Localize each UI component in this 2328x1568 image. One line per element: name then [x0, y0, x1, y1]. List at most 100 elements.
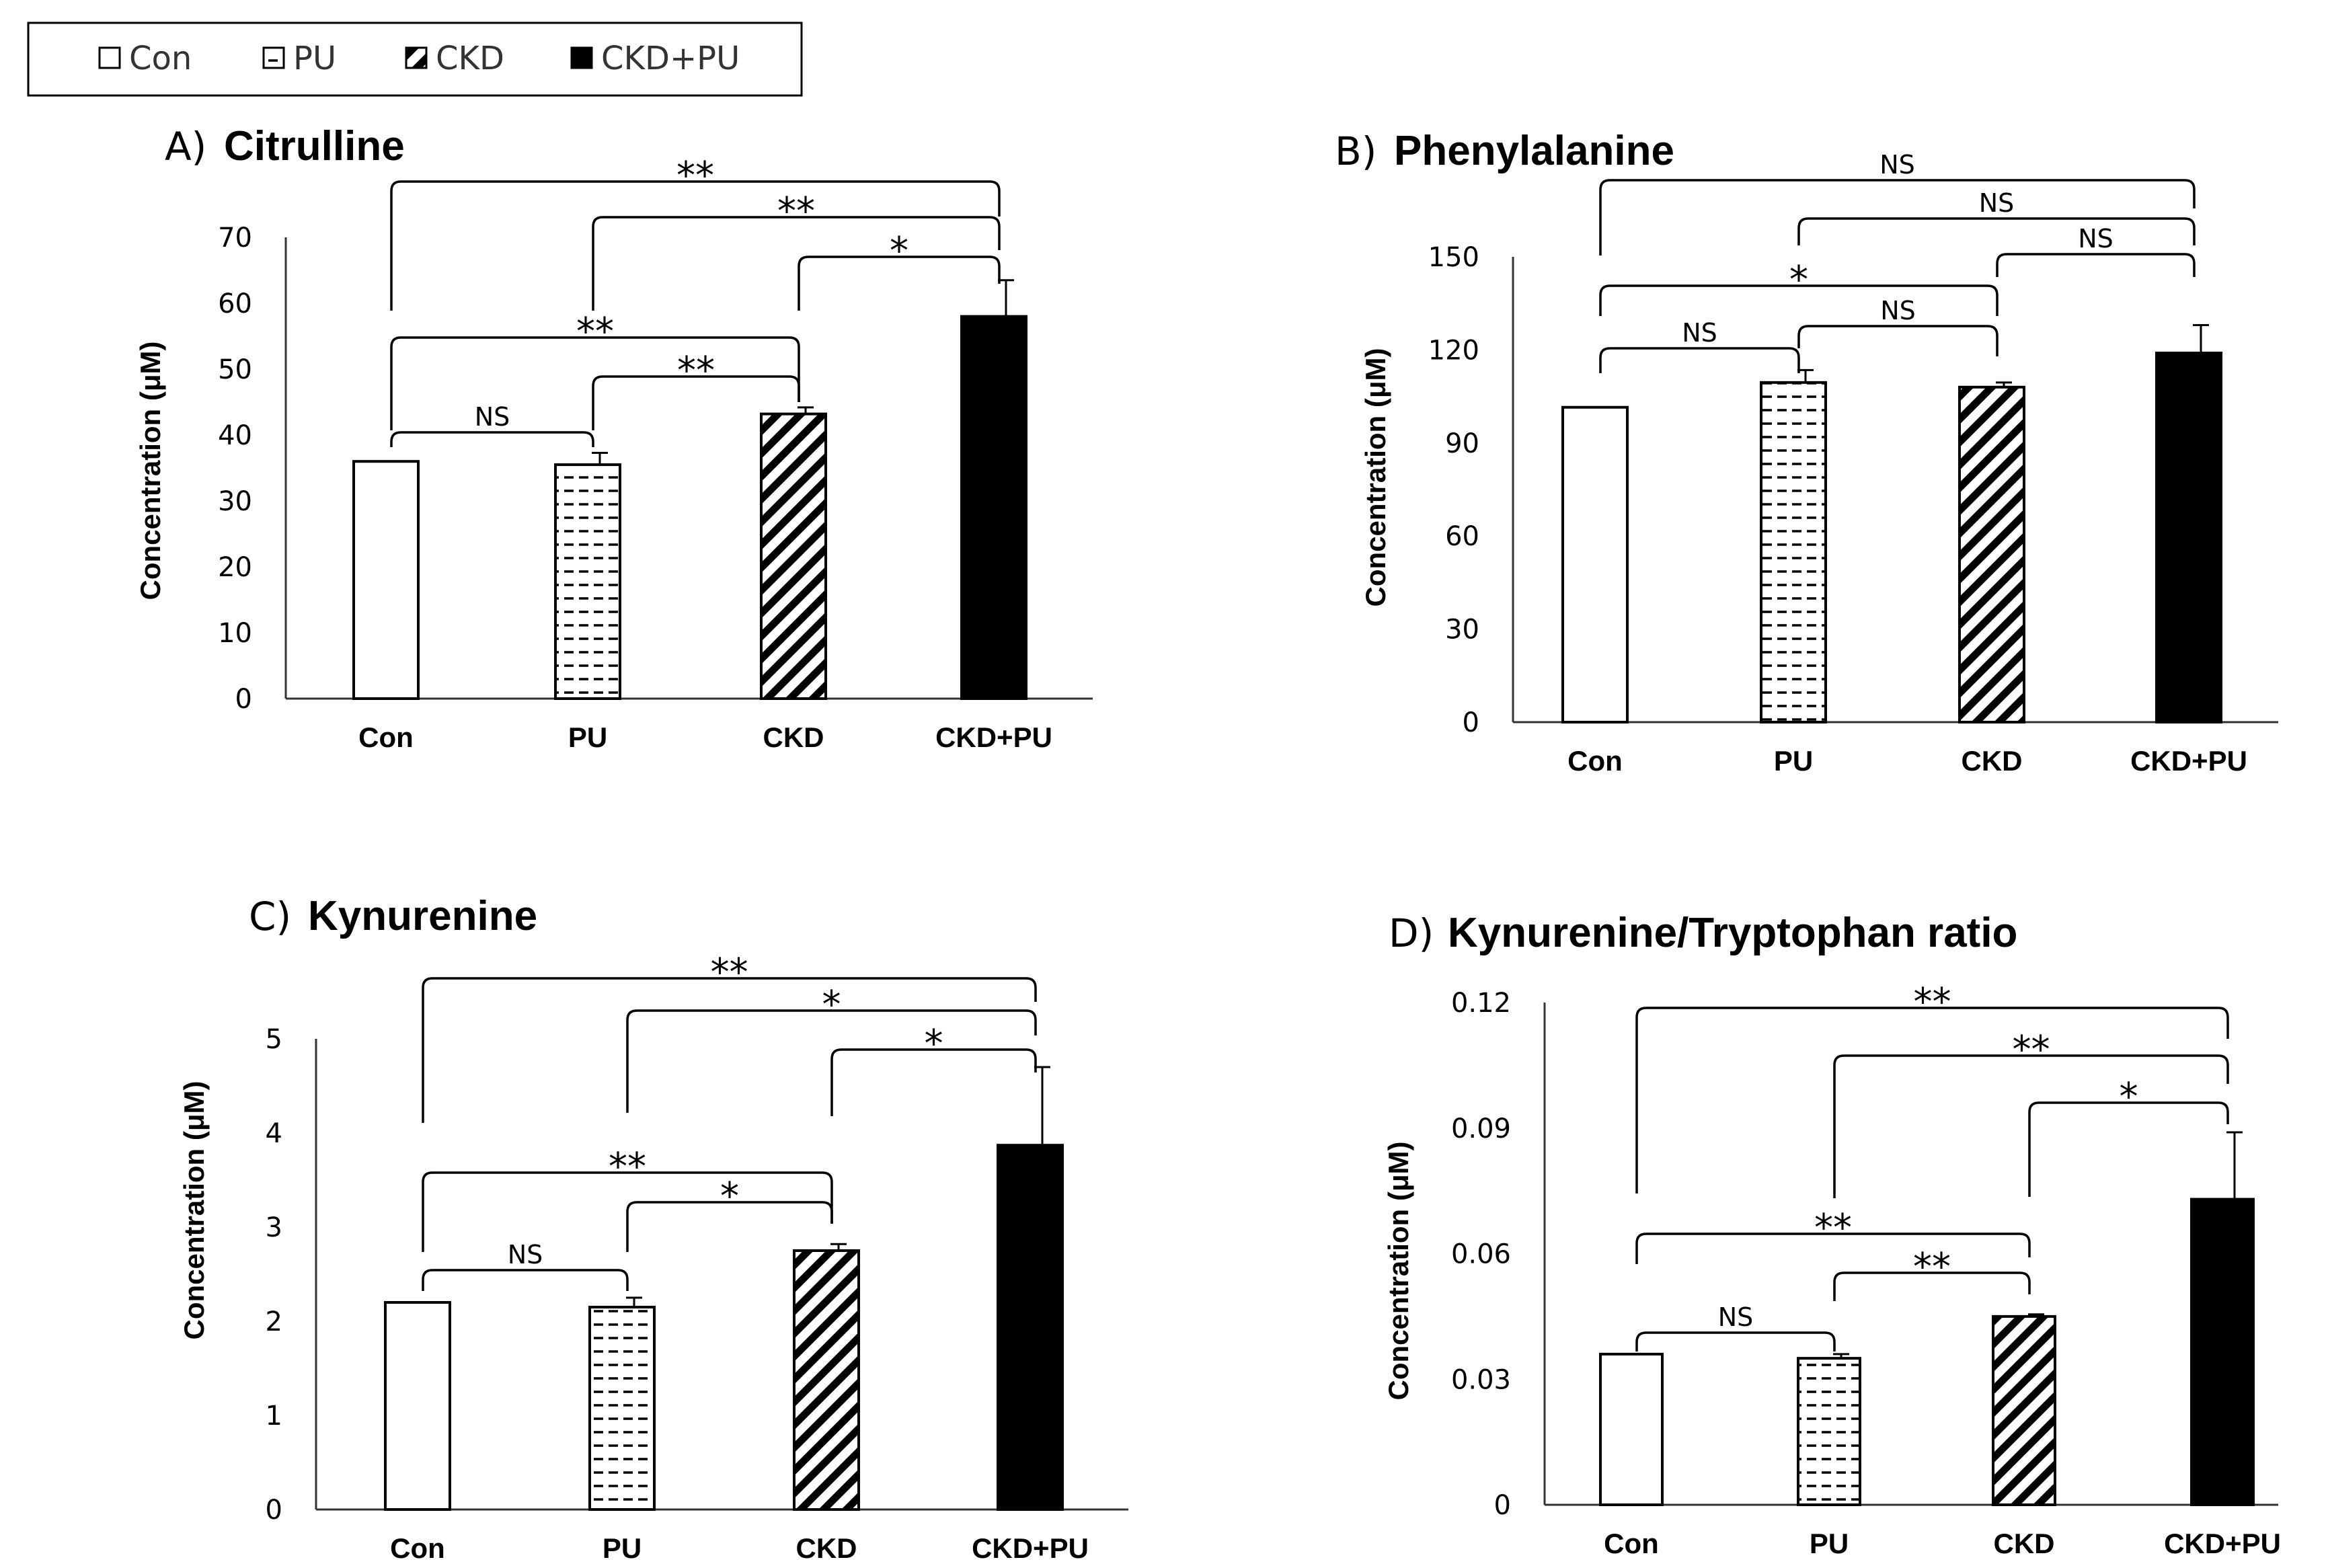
x-tick-label-pu: PU	[603, 1532, 642, 1564]
y-tick-label: 1	[266, 1401, 282, 1432]
x-tick-label-pu: PU	[1810, 1528, 1849, 1559]
bar-pu	[588, 1306, 656, 1511]
bar-ckd	[1992, 1315, 2056, 1506]
x-tick-label-ckd-pu: CKD+PU	[2164, 1528, 2281, 1559]
legend-label-con: Con	[129, 40, 192, 77]
x-tick-label-pu: PU	[568, 721, 607, 753]
panel-kynurenine: C) Kynurenine Concentration (μM) 0 1 2 3 4 5 Con P…	[178, 893, 1128, 1564]
y-axis-label: Concentration (μM)	[1383, 1142, 1414, 1401]
x-tick-label-ckd-pu: CKD+PU	[2130, 745, 2247, 777]
significance-bracket	[1599, 284, 1999, 316]
y-tick-label: 4	[266, 1118, 282, 1149]
x-tick-label-con: Con	[1567, 745, 1623, 777]
legend-swatch-box	[98, 46, 121, 69]
legend-swatch-ckd	[405, 46, 428, 69]
significance-label: *	[822, 983, 841, 1027]
y-tick-label: 0.09	[1451, 1113, 1511, 1144]
legend-swatch-ckd-pu	[570, 46, 593, 69]
bar-pu	[1797, 1357, 1861, 1506]
x-tick-label-ckd: CKD	[796, 1532, 857, 1564]
y-tick-label: 10	[218, 618, 252, 649]
significance-label: NS	[508, 1240, 543, 1269]
significance-bracket	[390, 180, 1001, 311]
y-tick-label: 2	[266, 1306, 282, 1337]
significance-label: *	[925, 1022, 943, 1066]
significance-bracket	[1996, 253, 2196, 277]
significance-label: **	[576, 310, 614, 354]
significance-label: **	[609, 1145, 646, 1189]
y-tick-label: 40	[218, 420, 252, 451]
y-tick-label: 5	[266, 1024, 282, 1055]
significance-bracket	[626, 1009, 1037, 1113]
chart-title: Kynurenine	[308, 893, 537, 939]
y-tick-label: 150	[1428, 242, 1479, 273]
y-tick-label: 30	[1445, 615, 1479, 645]
bar-ckd-pu	[2190, 1198, 2255, 1506]
panel-letter: C)	[249, 894, 291, 939]
y-tick-label: 20	[218, 552, 252, 583]
significance-label: NS	[1718, 1302, 1754, 1332]
y-tick-label: 0.03	[1451, 1364, 1511, 1395]
significance-label: *	[1789, 258, 1808, 302]
bar-pu	[554, 463, 621, 700]
bar-ckd-pu	[2155, 352, 2222, 723]
significance-label: **	[777, 190, 815, 233]
bar-con	[1599, 1352, 1664, 1507]
x-tick-label-ckd: CKD	[1962, 745, 2023, 777]
x-tick-label-con: Con	[390, 1532, 445, 1564]
bar-ckd-pu	[997, 1144, 1064, 1511]
y-tick-label: 3	[266, 1212, 282, 1243]
bar-con	[384, 1301, 451, 1511]
y-tick-label: 30	[218, 486, 252, 517]
y-tick-label: 0.06	[1451, 1239, 1511, 1270]
legend-swatch-box	[262, 46, 285, 69]
x-tick-label-con: Con	[358, 721, 414, 753]
significance-bracket	[1797, 217, 2196, 245]
legend-swatch-box	[405, 46, 428, 69]
significance-bracket	[798, 256, 1001, 311]
bar-ckd-pu	[960, 315, 1027, 701]
significance-bracket	[592, 216, 1001, 311]
legend-label-pu: PU	[293, 40, 336, 77]
significance-label: **	[677, 349, 715, 393]
significance-label: NS	[1880, 296, 1916, 325]
significance-bracket	[422, 1171, 833, 1252]
significance-label: **	[2013, 1028, 2050, 1072]
significance-bracket	[390, 336, 800, 430]
y-tick-label: 120	[1428, 335, 1479, 366]
panel-letter: D)	[1389, 910, 1434, 956]
y-axis-label: Concentration (μM)	[178, 1081, 210, 1340]
significance-bracket	[1635, 1232, 2031, 1264]
significance-bracket	[1635, 1331, 1836, 1351]
significance-label: *	[890, 229, 908, 273]
significance-label: NS	[1682, 318, 1717, 348]
y-tick-label: 60	[218, 288, 252, 319]
significance-bracket	[1833, 1054, 2229, 1198]
significance-label: NS	[1879, 150, 1915, 180]
significance-bracket	[1599, 179, 2196, 256]
legend-label-ckd-pu: CKD+PU	[601, 40, 740, 77]
legend-swatch-box	[570, 46, 593, 69]
significance-label: **	[676, 154, 714, 198]
y-tick-label: 50	[218, 354, 252, 385]
significance-label: *	[2120, 1075, 2138, 1119]
x-tick-label-ckd: CKD	[763, 721, 824, 753]
panel-kyn-trp-ratio: D) Kynurenine/Tryptophan ratio Concentrati…	[1383, 910, 2281, 1559]
y-axis-label: Concentration (μM)	[134, 342, 166, 600]
chart-title: Phenylalanine	[1394, 128, 1674, 174]
bar-ckd	[760, 412, 827, 700]
panel-phenylalanine: B) Phenylalanine Concentration (μM) 0 30 60 90…	[1335, 128, 2278, 777]
y-axis-label: Concentration (μM)	[1360, 348, 1391, 607]
y-tick-label: 0	[1463, 707, 1479, 738]
significance-label: NS	[2078, 224, 2113, 253]
bar-con	[1561, 405, 1629, 723]
x-tick-label-ckd: CKD	[1994, 1528, 2055, 1559]
bar-ckd	[793, 1249, 860, 1511]
y-tick-label: 90	[1445, 428, 1479, 459]
y-tick-label: 0	[1494, 1490, 1511, 1521]
bar-con	[352, 460, 420, 700]
significance-bracket	[422, 977, 1037, 1123]
chart-title: Citrulline	[224, 123, 405, 169]
significance-label: **	[711, 951, 748, 994]
